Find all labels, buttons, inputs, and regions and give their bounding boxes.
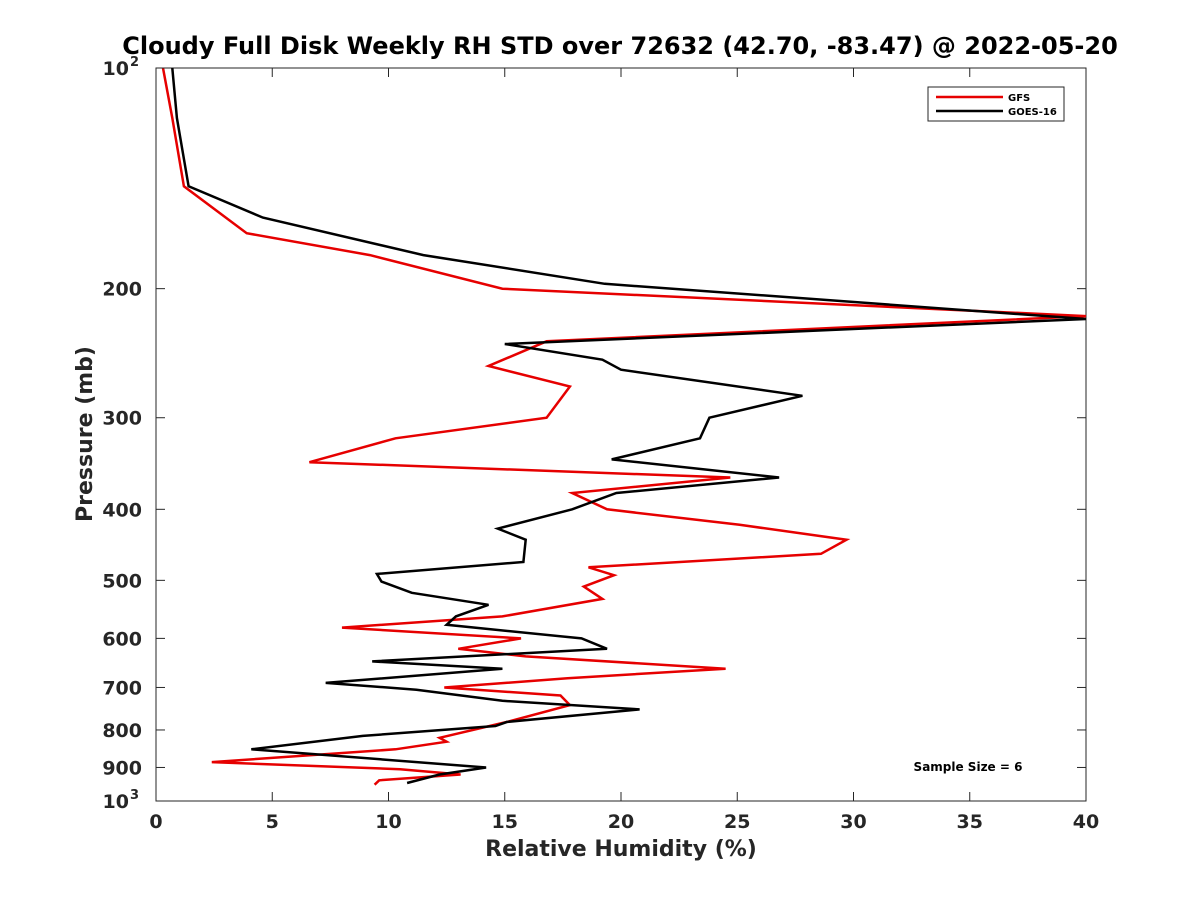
legend-box bbox=[927, 86, 1065, 122]
x-tick-label: 15 bbox=[492, 811, 518, 833]
legend: GFS GOES-16 bbox=[927, 86, 1065, 122]
series-group bbox=[161, 67, 1087, 786]
x-axis-label: Relative Humidity (%) bbox=[485, 837, 757, 862]
series-line-goes-16 bbox=[171, 67, 1087, 785]
plot-area bbox=[155, 67, 1087, 802]
x-tick-label: 25 bbox=[724, 811, 750, 833]
chart-title: Cloudy Full Disk Weekly RH STD over 7263… bbox=[122, 32, 1118, 60]
x-tick-label: 10 bbox=[375, 811, 401, 833]
y-tick-label: 200 bbox=[102, 279, 142, 301]
y-axis-label: Pressure (mb) bbox=[73, 346, 98, 522]
x-tick-label: 5 bbox=[266, 811, 279, 833]
y-tick-label: 900 bbox=[102, 757, 142, 779]
y-tick-label: 10 bbox=[103, 791, 129, 813]
x-tick-label: 35 bbox=[957, 811, 983, 833]
legend-label-gfs: GFS bbox=[1008, 93, 1030, 104]
x-tick-label: 20 bbox=[608, 811, 634, 833]
legend-label-goes-16: GOES-16 bbox=[1008, 107, 1057, 118]
x-axis-ticks: 0 5 10 15 20 25 30 35 40 bbox=[149, 68, 1099, 833]
x-tick-label: 0 bbox=[149, 811, 162, 833]
x-tick-label: 40 bbox=[1073, 811, 1099, 833]
y-tick-label: 400 bbox=[102, 499, 142, 521]
sample-size-annotation: Sample Size = 6 bbox=[914, 760, 1023, 774]
y-tick-label-exponent: 2 bbox=[130, 55, 139, 70]
y-tick-label: 500 bbox=[102, 570, 142, 592]
y-tick-label: 10 bbox=[103, 58, 129, 80]
y-tick-label: 700 bbox=[102, 677, 142, 699]
x-tick-label: 30 bbox=[840, 811, 866, 833]
y-tick-label-exponent: 3 bbox=[130, 788, 139, 803]
y-tick-label: 800 bbox=[102, 720, 142, 742]
y-tick-label: 600 bbox=[102, 628, 142, 650]
plot-frame bbox=[155, 67, 1087, 802]
y-tick-label: 300 bbox=[102, 408, 142, 430]
